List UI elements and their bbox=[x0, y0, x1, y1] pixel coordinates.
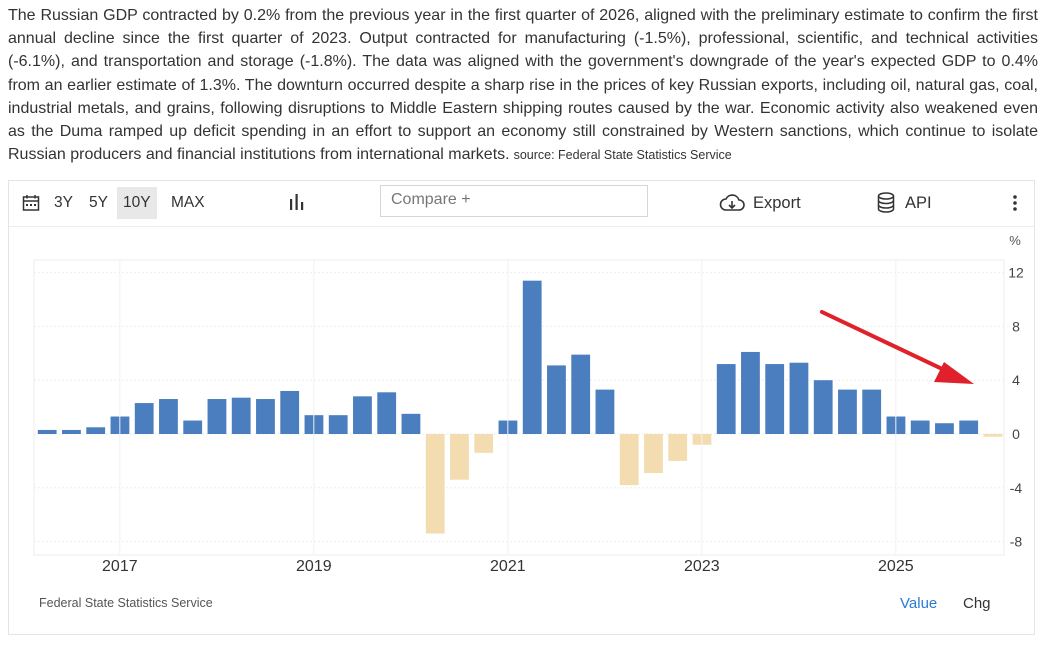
compare-input[interactable]: Compare + bbox=[380, 185, 648, 217]
footer-source: Federal State Statistics Service bbox=[39, 596, 213, 610]
bar bbox=[207, 399, 227, 434]
bar bbox=[983, 434, 1003, 437]
bar bbox=[522, 280, 542, 434]
description-source: source: Federal State Statistics Service bbox=[513, 148, 732, 163]
x-tick-label: 2025 bbox=[878, 558, 914, 575]
bar bbox=[401, 413, 421, 434]
x-tick-label: 2021 bbox=[490, 558, 526, 575]
bar bbox=[959, 420, 979, 434]
bar bbox=[231, 397, 251, 434]
range-3y-button[interactable]: 3Y bbox=[54, 194, 73, 211]
x-tick-label: 2019 bbox=[296, 558, 332, 575]
bar bbox=[328, 415, 348, 434]
bar bbox=[789, 362, 809, 434]
bar bbox=[183, 420, 203, 434]
bar bbox=[813, 380, 833, 434]
value-toggle[interactable]: Value bbox=[900, 595, 938, 612]
bar bbox=[134, 403, 154, 434]
export-button[interactable]: Export bbox=[753, 194, 801, 212]
y-tick-label: 12 bbox=[1008, 265, 1024, 281]
range-5y-button[interactable]: 5Y bbox=[89, 194, 108, 211]
range-10y-button[interactable]: 10Y bbox=[117, 187, 157, 219]
gdp-bar-chart: 12 8 4 0 -4 -8% 2017 2019 2021 2023 2025 bbox=[33, 233, 1024, 575]
database-icon[interactable] bbox=[877, 192, 895, 220]
bar bbox=[353, 396, 372, 434]
bar bbox=[619, 434, 639, 486]
x-tick-label: 2023 bbox=[684, 558, 720, 575]
bar bbox=[159, 399, 178, 434]
bar bbox=[256, 399, 275, 434]
bar-chart-icon[interactable] bbox=[289, 193, 305, 218]
bar bbox=[547, 365, 566, 434]
plot-frame bbox=[33, 259, 1005, 556]
annotation-arrow-shaft bbox=[820, 310, 962, 380]
bar bbox=[37, 429, 57, 434]
bar bbox=[838, 389, 857, 434]
y-tick-label: -4 bbox=[1010, 480, 1023, 496]
bar bbox=[644, 434, 663, 474]
bar bbox=[450, 434, 469, 480]
bar bbox=[595, 389, 615, 434]
cloud-download-icon[interactable] bbox=[719, 193, 745, 220]
bar bbox=[571, 354, 591, 434]
chart-toolbar: 3Y 5Y 10Y MAX Compare + Export API bbox=[9, 181, 1034, 227]
y-tick-label: -8 bbox=[1010, 534, 1023, 550]
x-tick-label: 2017 bbox=[102, 558, 138, 575]
y-tick-label: 8 bbox=[1012, 318, 1020, 334]
y-tick-label: 4 bbox=[1012, 372, 1020, 388]
bar bbox=[86, 427, 106, 434]
bar bbox=[668, 434, 688, 461]
bar bbox=[716, 364, 736, 434]
range-max-button[interactable]: MAX bbox=[171, 194, 205, 211]
chg-toggle[interactable]: Chg bbox=[963, 595, 991, 612]
chart-panel: 3Y 5Y 10Y MAX Compare + Export API 12 8 4 0… bbox=[8, 180, 1035, 635]
bar bbox=[474, 434, 494, 453]
bar bbox=[862, 389, 882, 434]
more-vertical-icon[interactable] bbox=[1012, 194, 1018, 219]
bar bbox=[62, 429, 81, 434]
bar bbox=[425, 434, 445, 534]
bar bbox=[765, 364, 785, 434]
annotation-arrow-head bbox=[934, 362, 974, 384]
calendar-icon[interactable] bbox=[22, 194, 40, 219]
description-paragraph: The Russian GDP contracted by 0.2% from … bbox=[8, 4, 1038, 167]
y-unit-label: % bbox=[1009, 233, 1021, 248]
bar bbox=[935, 423, 954, 434]
y-tick-label: 0 bbox=[1012, 426, 1020, 442]
bar bbox=[741, 351, 760, 434]
api-button[interactable]: API bbox=[905, 194, 932, 212]
bar bbox=[280, 390, 300, 434]
description-text: The Russian GDP contracted by 0.2% from … bbox=[8, 7, 1038, 164]
bar bbox=[910, 420, 930, 434]
bar bbox=[377, 392, 397, 434]
